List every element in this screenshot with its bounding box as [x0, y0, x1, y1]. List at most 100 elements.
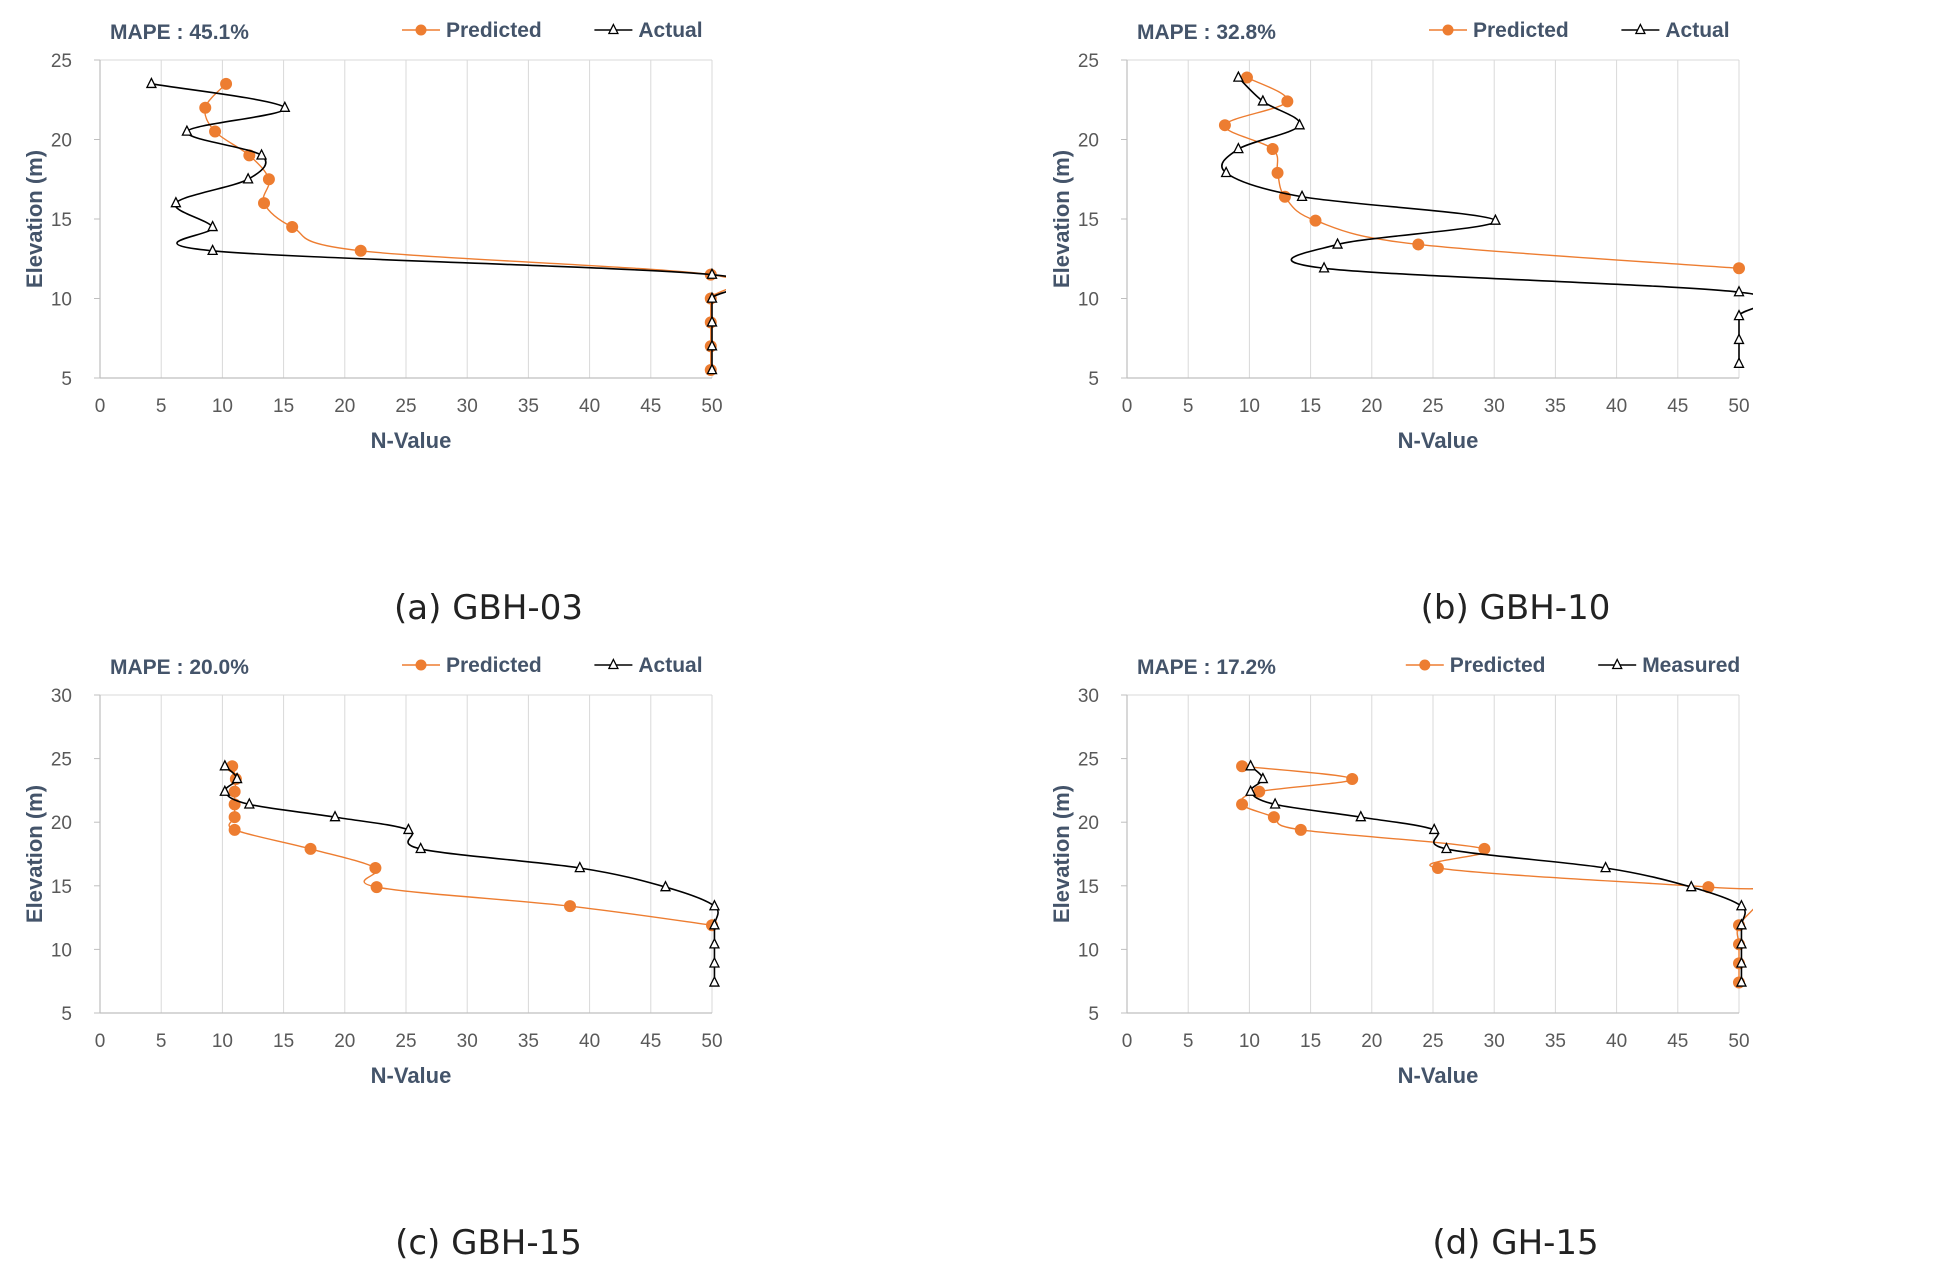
data-point-predicted	[1236, 798, 1249, 811]
x-tick-label: 45	[1667, 1031, 1688, 1052]
x-tick-label: 25	[1422, 396, 1443, 417]
series-line-actual	[1221, 76, 1753, 364]
y-tick-label: 15	[51, 210, 72, 231]
x-tick-label: 0	[1122, 396, 1133, 417]
mape-annotation: MAPE : 20.0%	[110, 656, 249, 679]
series-line-predicted	[228, 766, 713, 926]
y-tick-label: 5	[1088, 1004, 1099, 1025]
series-group	[1236, 759, 1753, 989]
data-point-measured	[1735, 918, 1747, 930]
y-tick-label: 25	[1078, 750, 1099, 771]
data-point-actual	[1733, 285, 1745, 297]
x-tick-label: 20	[1361, 1031, 1382, 1052]
legend-marker-predicted	[1419, 659, 1431, 671]
data-point-predicted	[258, 197, 271, 210]
x-tick-label: 0	[1122, 1031, 1133, 1052]
data-point-predicted	[370, 881, 383, 894]
data-point-actual	[706, 315, 718, 327]
legend-label-predicted: Predicted	[1473, 19, 1569, 42]
chart-panel-c: 0 5 10 15 20 25 30 35 40 45 50 5 10 15 20 25 30 N-Value El…	[0, 635, 977, 1270]
data-point-actual	[207, 243, 219, 256]
y-tick-label: 30	[1078, 686, 1099, 707]
data-point-measured	[1245, 759, 1257, 771]
data-point-predicted	[1267, 811, 1280, 824]
x-tick-label: 45	[1667, 396, 1688, 417]
y-tick-label: 25	[51, 750, 72, 771]
data-point-measured	[1735, 899, 1747, 911]
caption-a: (a) GBH-03	[394, 588, 583, 628]
data-point-actual	[1232, 70, 1244, 82]
y-tick-label: 20	[1078, 813, 1099, 834]
data-point-actual	[708, 899, 720, 911]
data-point-predicted	[354, 244, 367, 257]
legend-label-predicted: Predicted	[1450, 654, 1546, 677]
data-point-predicted	[209, 125, 222, 138]
data-point-predicted	[1478, 842, 1491, 855]
x-tick-label: 50	[701, 1031, 722, 1052]
data-point-predicted	[286, 220, 299, 233]
data-point-measured	[1257, 772, 1269, 784]
chart-panel-a: 0 5 10 15 20 25 30 35 40 45 50 5 10 15 20 25 N-Value Elev…	[0, 0, 977, 635]
data-point-actual	[1220, 166, 1232, 178]
data-point-measured	[1428, 822, 1440, 835]
x-tick-label: 50	[1728, 1031, 1749, 1052]
series-line-predicted	[1240, 765, 1753, 983]
data-point-actual	[256, 148, 268, 160]
data-point-measured	[1245, 784, 1257, 796]
data-point-measured	[1735, 956, 1747, 968]
data-point-predicted	[228, 811, 241, 824]
y-tick-label: 20	[1078, 131, 1099, 152]
data-point-actual	[219, 759, 231, 771]
legend-marker-actual	[607, 658, 619, 670]
x-tick-label: 50	[1728, 396, 1749, 417]
series-line-predicted	[204, 83, 726, 371]
data-point-actual	[243, 797, 255, 809]
data-point-actual	[1257, 94, 1269, 106]
data-point-actual	[1331, 237, 1344, 249]
data-point-predicted	[304, 842, 317, 855]
y-axis-title: Elevation (m)	[22, 785, 47, 923]
data-point-actual	[1232, 142, 1244, 154]
x-tick-label: 50	[701, 396, 722, 417]
x-tick-label: 15	[1300, 1031, 1321, 1052]
x-tick-label: 30	[457, 396, 478, 417]
legend-label-actual: Actual	[1665, 19, 1729, 42]
data-point-predicted	[199, 101, 212, 114]
x-tick-label: 10	[212, 396, 233, 417]
x-axis-title: N-Value	[1398, 1063, 1479, 1088]
data-point-actual	[242, 172, 254, 184]
data-point-measured	[1440, 842, 1453, 854]
data-point-measured	[1355, 810, 1367, 822]
x-tick-label: 35	[518, 396, 539, 417]
x-tick-label: 5	[1183, 396, 1194, 417]
data-point-actual	[706, 291, 718, 303]
y-tick-label: 20	[51, 131, 72, 152]
chart-a-svg: 0 5 10 15 20 25 30 35 40 45 50 5 10 15 20 25 N-Value Elev…	[22, 19, 726, 453]
data-point-actual	[329, 810, 341, 822]
x-tick-label: 10	[212, 1031, 233, 1052]
data-point-actual	[1294, 118, 1306, 130]
x-axis-title: N-Value	[371, 1063, 452, 1088]
data-point-measured	[1735, 937, 1747, 949]
x-tick-label: 40	[579, 1031, 600, 1052]
data-point-actual	[1296, 189, 1308, 201]
y-tick-label: 10	[1078, 290, 1099, 311]
x-tick-label: 35	[1545, 1031, 1566, 1052]
x-tick-label: 35	[518, 1031, 539, 1052]
data-point-actual	[1733, 332, 1745, 345]
legend-label-actual: Actual	[638, 654, 702, 677]
y-tick-label: 25	[51, 51, 72, 72]
x-tick-label: 30	[457, 1031, 478, 1052]
data-point-predicted	[1218, 119, 1231, 132]
x-tick-label: 15	[273, 396, 294, 417]
legend-marker-measured	[1611, 658, 1623, 670]
data-point-predicted	[243, 149, 256, 162]
y-tick-label: 5	[61, 1004, 72, 1025]
data-point-predicted	[1346, 772, 1359, 785]
chart-d-svg: 0 5 10 15 20 25 30 35 40 45 5051015202530N-ValueEl…	[1049, 654, 1753, 1088]
x-tick-label: 0	[95, 396, 106, 417]
y-tick-label: 15	[51, 877, 72, 898]
mape-annotation: MAPE : 45.1%	[110, 21, 249, 44]
data-point-predicted	[1733, 262, 1745, 275]
data-point-predicted	[228, 823, 241, 836]
